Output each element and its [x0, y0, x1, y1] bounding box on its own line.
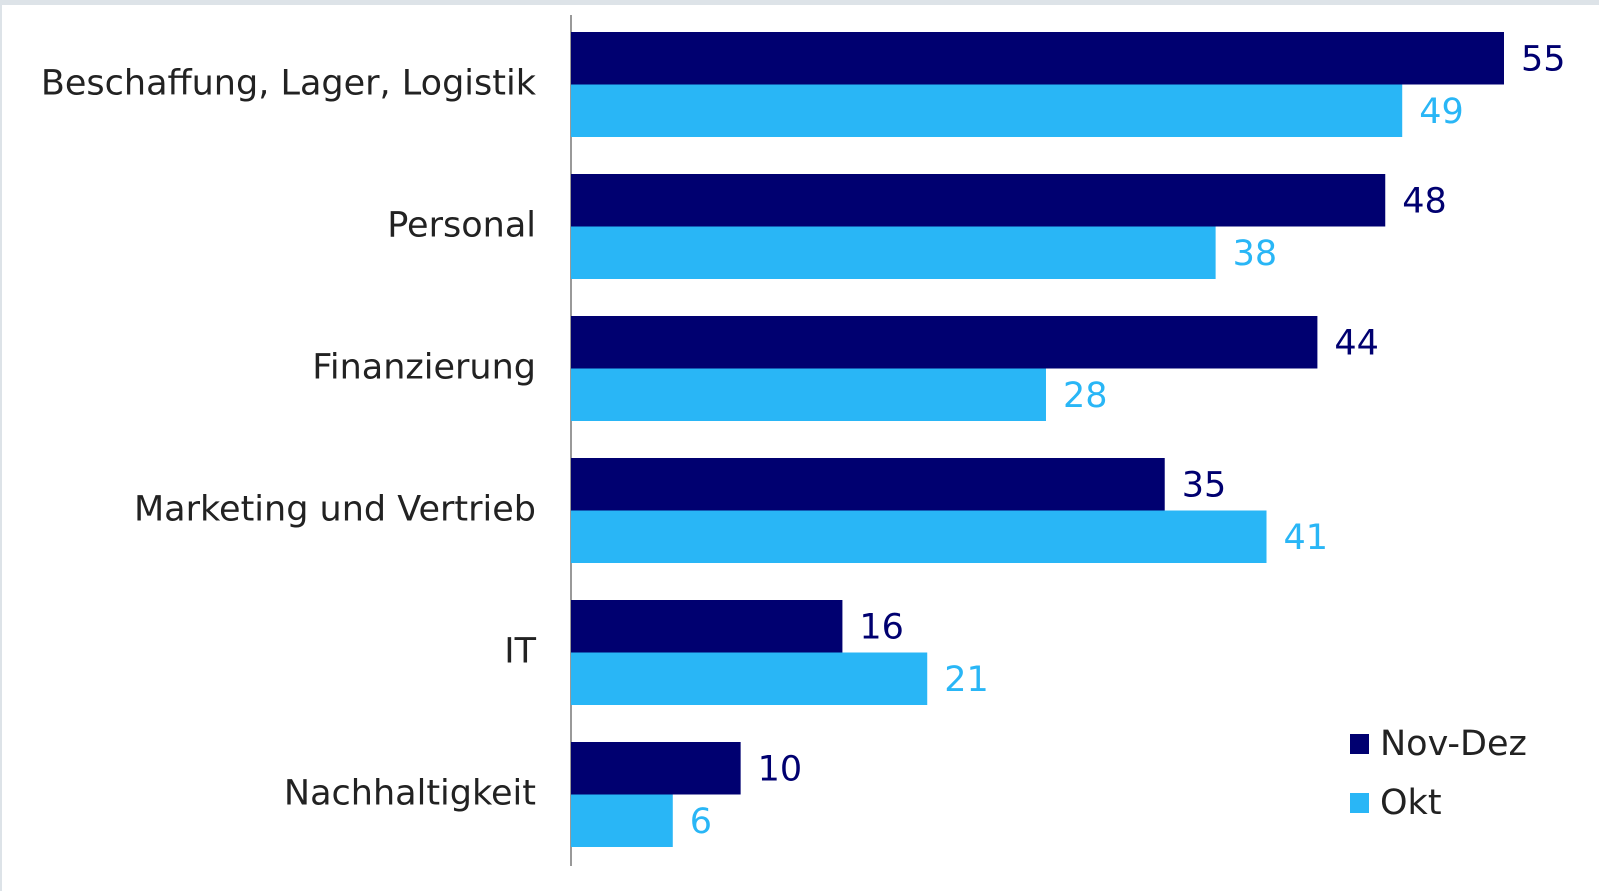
category-label: Beschaffung, Lager, Logistik	[41, 64, 537, 104]
category-label: IT	[504, 632, 536, 672]
value-label: 28	[1063, 376, 1108, 416]
value-label: 38	[1233, 234, 1278, 274]
bar	[571, 742, 741, 795]
bar	[571, 794, 673, 847]
value-label: 49	[1419, 92, 1464, 132]
legend-label: Okt	[1380, 783, 1442, 823]
value-label: 55	[1521, 39, 1566, 79]
bar	[571, 458, 1165, 511]
legend-swatch	[1350, 734, 1369, 754]
bar	[571, 84, 1403, 137]
bar	[571, 32, 1504, 85]
legend-label: Nov-Dez	[1380, 724, 1527, 764]
value-label: 48	[1402, 181, 1447, 221]
value-label: 16	[859, 607, 904, 647]
legend-swatch	[1350, 793, 1369, 813]
value-label: 41	[1284, 518, 1329, 558]
bar	[571, 368, 1046, 421]
bar	[571, 510, 1267, 563]
category-label: Finanzierung	[312, 348, 536, 388]
value-label: 6	[690, 802, 712, 842]
bar	[571, 600, 843, 653]
value-label: 44	[1334, 323, 1379, 363]
value-label: 21	[944, 660, 989, 700]
top-border	[0, 0, 1599, 5]
value-label: 35	[1182, 465, 1227, 505]
category-label: Marketing und Vertrieb	[134, 490, 536, 530]
left-border	[0, 0, 2, 891]
bar	[571, 316, 1318, 369]
bar	[571, 226, 1216, 279]
bar	[571, 174, 1386, 227]
value-label: 10	[758, 749, 803, 789]
bar	[571, 652, 928, 705]
category-label: Personal	[387, 206, 536, 246]
category-label: Nachhaltigkeit	[284, 774, 536, 814]
